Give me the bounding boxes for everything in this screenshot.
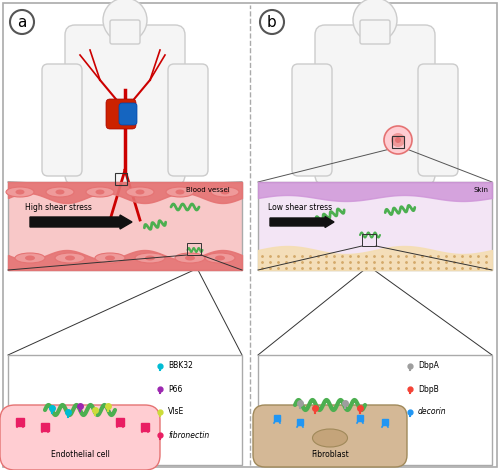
Text: DbpA: DbpA (418, 361, 439, 370)
Text: fibronectin: fibronectin (168, 431, 209, 439)
Ellipse shape (16, 189, 24, 195)
FancyBboxPatch shape (8, 355, 242, 465)
Ellipse shape (95, 253, 125, 263)
Ellipse shape (215, 256, 225, 260)
Bar (187, 243, 201, 255)
Ellipse shape (86, 187, 114, 197)
Text: High shear stress: High shear stress (25, 203, 92, 212)
FancyBboxPatch shape (292, 64, 332, 176)
Ellipse shape (205, 253, 235, 263)
FancyBboxPatch shape (258, 182, 492, 270)
Text: Skin: Skin (473, 187, 488, 193)
Text: b: b (267, 15, 277, 30)
FancyBboxPatch shape (8, 182, 242, 270)
FancyBboxPatch shape (0, 405, 160, 470)
Circle shape (391, 133, 405, 147)
Ellipse shape (105, 256, 115, 260)
FancyBboxPatch shape (258, 355, 492, 465)
Ellipse shape (126, 187, 154, 197)
Text: P66: P66 (168, 384, 182, 393)
FancyBboxPatch shape (418, 64, 458, 176)
FancyBboxPatch shape (119, 103, 137, 125)
FancyBboxPatch shape (168, 64, 208, 176)
Ellipse shape (220, 189, 230, 195)
FancyBboxPatch shape (253, 405, 407, 467)
Circle shape (353, 0, 397, 42)
Text: VlsE: VlsE (168, 407, 184, 416)
Bar (392, 136, 404, 148)
Text: Endothelial cell: Endothelial cell (50, 450, 110, 459)
Ellipse shape (25, 256, 35, 260)
Circle shape (103, 0, 147, 42)
FancyBboxPatch shape (360, 20, 390, 44)
Text: DbpB: DbpB (418, 384, 439, 393)
Ellipse shape (56, 189, 64, 195)
Circle shape (260, 10, 284, 34)
Circle shape (395, 137, 401, 143)
Ellipse shape (55, 253, 85, 263)
Ellipse shape (46, 187, 74, 197)
FancyArrow shape (30, 215, 132, 229)
FancyBboxPatch shape (110, 20, 140, 44)
Circle shape (384, 126, 412, 154)
Text: BBK32: BBK32 (168, 361, 193, 370)
FancyBboxPatch shape (65, 25, 185, 185)
FancyBboxPatch shape (315, 25, 435, 185)
Bar (362, 234, 376, 246)
Ellipse shape (65, 256, 75, 260)
Ellipse shape (312, 429, 348, 447)
Ellipse shape (136, 189, 144, 195)
Text: Low shear stress: Low shear stress (268, 203, 332, 212)
Ellipse shape (135, 253, 165, 263)
FancyBboxPatch shape (106, 99, 136, 129)
Bar (115, 173, 127, 185)
FancyBboxPatch shape (42, 64, 82, 176)
Ellipse shape (185, 256, 195, 260)
Text: decorin: decorin (418, 407, 446, 416)
Ellipse shape (166, 187, 194, 197)
Ellipse shape (175, 253, 205, 263)
FancyArrow shape (270, 217, 334, 227)
Text: a: a (18, 15, 26, 30)
Text: Blood vessel: Blood vessel (186, 187, 230, 193)
Circle shape (10, 10, 34, 34)
FancyBboxPatch shape (3, 3, 497, 467)
Text: Fibroblast: Fibroblast (311, 450, 349, 459)
Ellipse shape (15, 253, 45, 263)
Ellipse shape (176, 189, 184, 195)
Ellipse shape (211, 187, 239, 197)
Ellipse shape (6, 187, 34, 197)
Ellipse shape (96, 189, 104, 195)
Ellipse shape (145, 256, 155, 260)
